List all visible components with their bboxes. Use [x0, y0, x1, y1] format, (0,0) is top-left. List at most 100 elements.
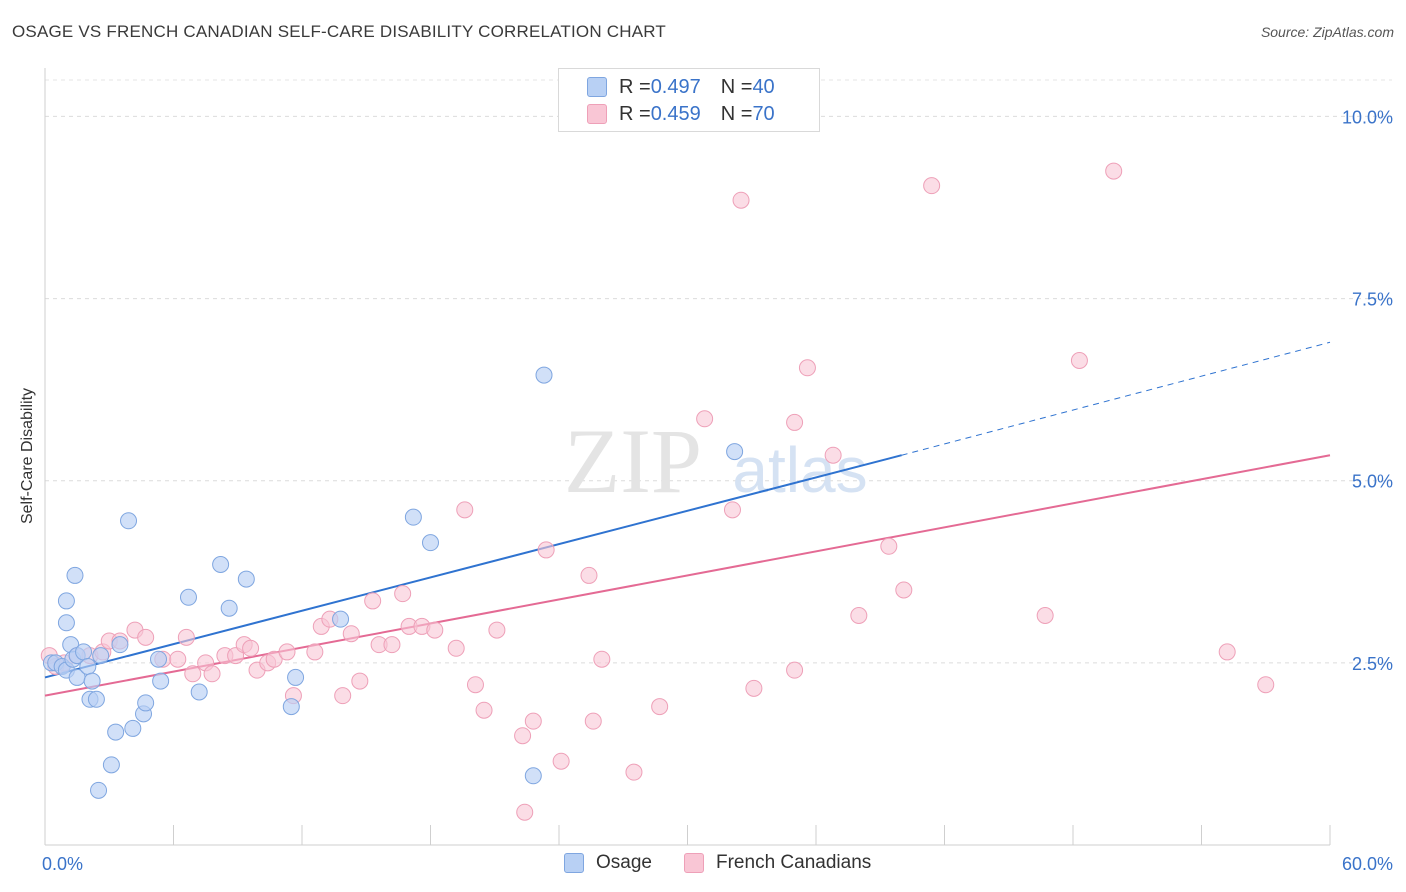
data-point-french-canadians [488, 621, 506, 639]
legend-n-label: N = [720, 75, 753, 98]
y-tick-label: 10.0% [1342, 107, 1393, 127]
data-point-french-canadians [242, 639, 260, 657]
data-point-french-canadians [593, 650, 611, 668]
legend-r-label: R = [619, 102, 651, 125]
data-point-french-canadians [447, 639, 465, 657]
data-point-french-canadians [177, 628, 195, 646]
data-point-french-canadians [342, 625, 360, 643]
data-point-french-canadians [1070, 352, 1088, 369]
data-point-french-canadians [351, 672, 369, 690]
axes [44, 68, 1331, 846]
legend-row-french-canadians: R = 0.459 N = 70 [587, 102, 775, 126]
data-point-french-canadians [580, 566, 598, 584]
data-point-osage [535, 366, 553, 384]
data-point-french-canadians [1036, 607, 1054, 624]
data-point-french-canadians [524, 712, 542, 730]
source-label: Source: ZipAtlas.com [1260, 24, 1394, 40]
watermark-zip: ZIP [564, 410, 702, 512]
legend-r-label: R = [619, 75, 651, 98]
data-point-french-canadians [265, 650, 283, 668]
data-point-french-canadians [426, 621, 444, 639]
data-point-osage [150, 650, 168, 668]
data-point-french-canadians [364, 592, 382, 610]
data-point-osage [190, 683, 208, 701]
data-point-french-canadians [1257, 676, 1275, 694]
data-point-french-canadians [732, 191, 750, 209]
data-point-osage [220, 599, 238, 617]
trend-line-osage-extension [901, 341, 1331, 456]
data-point-osage [212, 556, 230, 573]
data-point-french-canadians [466, 676, 484, 694]
chart-title: OSAGE VS FRENCH CANADIAN SELF-CARE DISAB… [12, 22, 667, 41]
data-point-french-canadians [786, 661, 804, 679]
data-point-osage [92, 647, 110, 665]
data-point-french-canadians [584, 712, 602, 730]
y-tick-label: 7.5% [1352, 290, 1393, 310]
data-point-french-canadians [1218, 643, 1236, 661]
watermark: ZIP atlas [564, 410, 868, 512]
osage-swatch [564, 853, 584, 873]
data-point-osage [137, 694, 155, 712]
legend-label: Osage [596, 852, 652, 873]
data-point-osage [524, 767, 542, 785]
data-points [40, 162, 1275, 821]
data-point-osage [66, 566, 84, 584]
data-point-osage [152, 672, 170, 690]
data-point-osage [422, 534, 439, 552]
legend-label: French Canadians [716, 852, 872, 873]
data-point-french-canadians [514, 727, 532, 745]
data-point-osage [107, 723, 125, 741]
y-tick-label: 5.0% [1352, 472, 1393, 492]
x-tick-label: 60.0% [1342, 854, 1393, 874]
data-point-french-canadians [798, 359, 816, 377]
data-point-osage [75, 643, 93, 661]
data-point-french-canadians [475, 701, 493, 719]
legend-item-french-canadians: French Canadians [684, 852, 871, 874]
data-point-osage [111, 636, 129, 654]
data-point-french-canadians [137, 628, 155, 646]
legend-n-label: N = [720, 102, 753, 125]
data-point-french-canadians [456, 501, 474, 519]
correlation-legend: R = 0.497 N = 40 R = 0.459 N = 70 [558, 68, 820, 132]
data-point-osage [404, 508, 422, 526]
data-point-osage [79, 658, 97, 675]
french-canadians-swatch [684, 853, 704, 873]
data-point-osage [287, 668, 305, 686]
french-canadians-swatch [587, 104, 607, 124]
data-point-osage [237, 570, 255, 588]
data-point-french-canadians [696, 410, 714, 428]
data-point-osage [332, 610, 350, 628]
data-point-osage [120, 512, 138, 530]
data-point-french-canadians [1105, 162, 1123, 180]
data-point-french-canadians [306, 643, 324, 661]
legend-r-value: 0.497 [650, 75, 701, 98]
data-point-french-canadians [786, 413, 804, 431]
data-point-french-canadians [516, 803, 534, 821]
legend-n-value: 40 [752, 75, 775, 98]
data-point-osage [124, 719, 142, 737]
data-point-french-canadians [383, 636, 401, 654]
data-point-french-canadians [203, 665, 221, 683]
y-axis-label: Self-Care Disability [19, 387, 36, 525]
data-point-french-canadians [850, 607, 868, 624]
data-point-french-canadians [880, 537, 898, 555]
trend-line-french-canadians [44, 454, 1331, 697]
series-legend: Osage French Canadians [0, 852, 1406, 878]
data-point-french-canadians [394, 585, 412, 603]
data-point-french-canadians [552, 752, 570, 770]
data-point-osage [179, 588, 197, 606]
data-point-french-canadians [537, 541, 555, 559]
data-point-french-canadians [625, 763, 643, 781]
data-point-french-canadians [651, 698, 669, 716]
legend-row-osage: R = 0.497 N = 40 [587, 75, 775, 99]
y-tick-label: 2.5% [1352, 654, 1393, 674]
data-point-osage [87, 690, 105, 708]
legend-n-value: 70 [752, 102, 775, 125]
osage-swatch [587, 77, 607, 97]
data-point-french-canadians [745, 679, 763, 697]
data-point-french-canadians [334, 687, 352, 705]
data-point-osage [83, 672, 101, 690]
data-point-french-canadians [184, 665, 202, 683]
data-point-french-canadians [278, 643, 296, 661]
